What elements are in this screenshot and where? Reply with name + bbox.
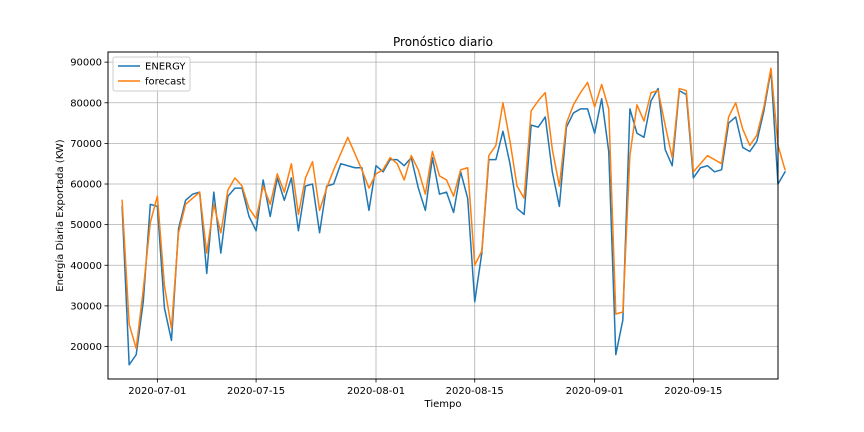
axis-ticks: 2020-07-01 2020-07-15 2020-08-01 2020-08-15… bbox=[70, 58, 722, 397]
x-axis-label: Tiempo bbox=[424, 399, 462, 410]
series-line-forecast bbox=[121, 67, 786, 350]
gridlines bbox=[108, 52, 778, 379]
x-tick-label: 2020-07-01 bbox=[128, 386, 186, 397]
y-tick-label: 60000 bbox=[70, 180, 102, 191]
y-tick-label: 40000 bbox=[70, 261, 102, 272]
y-tick-label: 20000 bbox=[70, 342, 102, 353]
plot-frame bbox=[107, 51, 779, 380]
y-tick-label: 80000 bbox=[70, 98, 102, 109]
chart-title: Pronóstico diario bbox=[393, 35, 493, 49]
legend-label-energy: ENERGY bbox=[145, 62, 186, 73]
legend: ENERGY forecast bbox=[112, 56, 191, 92]
y-axis-label: Energía Diaria Exportada (KW) bbox=[54, 139, 66, 291]
x-tick-label: 2020-09-01 bbox=[566, 386, 624, 397]
y-tick-label: 30000 bbox=[70, 301, 102, 312]
y-tick-label: 70000 bbox=[70, 139, 102, 150]
legend-label-forecast: forecast bbox=[145, 77, 186, 88]
y-tick-label: 50000 bbox=[70, 220, 102, 231]
x-tick-label: 2020-09-15 bbox=[664, 386, 722, 397]
x-tick-label: 2020-07-15 bbox=[227, 386, 285, 397]
x-tick-label: 2020-08-01 bbox=[347, 386, 405, 397]
y-tick-label: 90000 bbox=[70, 58, 102, 69]
series-lines bbox=[121, 67, 786, 366]
x-tick-label: 2020-08-15 bbox=[446, 386, 504, 397]
